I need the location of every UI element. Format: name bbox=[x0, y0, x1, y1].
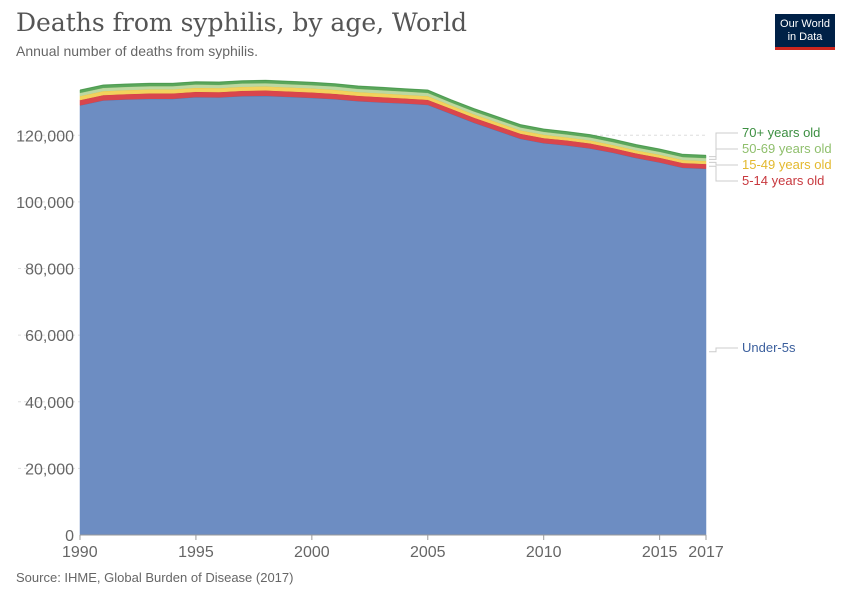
legend-connector bbox=[709, 165, 738, 182]
x-tick-label: 2005 bbox=[410, 544, 446, 561]
legend-label[interactable]: 5-14 years old bbox=[742, 173, 824, 188]
y-axis: 0 20,000 40,000 60,000 80,000 100,000 120,000 bbox=[16, 128, 74, 545]
legend-connector bbox=[709, 148, 738, 160]
y-tick-label: 120,000 bbox=[16, 128, 74, 145]
area-edge bbox=[79, 79, 707, 156]
legend-label[interactable]: 50-69 years old bbox=[742, 141, 832, 156]
legend-connector bbox=[709, 132, 738, 158]
legend-label[interactable]: 15-49 years old bbox=[742, 157, 832, 172]
chart-subtitle: Annual number of deaths from syphilis. bbox=[16, 43, 259, 59]
x-tick-label: 2000 bbox=[294, 544, 330, 561]
logo-line-2: in Data bbox=[787, 31, 823, 43]
y-tick-label: 100,000 bbox=[16, 195, 74, 212]
x-tick-label: 1990 bbox=[62, 544, 98, 561]
y-tick-label: 0 bbox=[65, 528, 74, 545]
y-tick-label: 20,000 bbox=[25, 461, 74, 478]
legend-label[interactable]: Under-5s bbox=[742, 340, 796, 355]
logo-line-1: Our World bbox=[780, 18, 830, 30]
x-tick-label: 2017 bbox=[688, 544, 724, 561]
area-series bbox=[79, 79, 707, 536]
x-tick-label: 2015 bbox=[642, 544, 678, 561]
legend-connector bbox=[709, 347, 738, 353]
y-tick-label: 60,000 bbox=[25, 328, 74, 345]
y-tick-label: 40,000 bbox=[25, 395, 74, 412]
chart-title: Deaths from syphilis, by age, World bbox=[16, 8, 468, 37]
x-axis: 1990 1995 2000 2005 2010 2015 2017 bbox=[62, 535, 724, 561]
x-tick-label: 1995 bbox=[178, 544, 214, 561]
source-note: Source: IHME, Global Burden of Disease (… bbox=[16, 570, 294, 585]
legend-label[interactable]: 70+ years old bbox=[742, 125, 820, 140]
owid-logo[interactable]: Our World in Data bbox=[775, 14, 835, 50]
area-under-5s[interactable] bbox=[79, 95, 707, 536]
legend-connector bbox=[709, 161, 738, 166]
y-tick-label: 80,000 bbox=[25, 262, 74, 279]
x-tick-label: 2010 bbox=[526, 544, 562, 561]
